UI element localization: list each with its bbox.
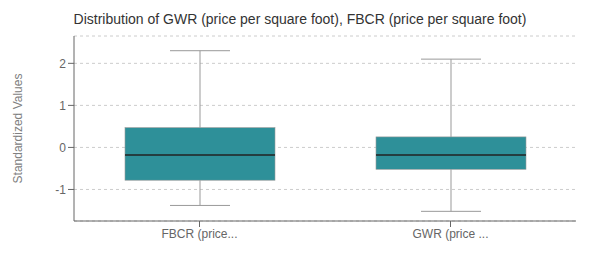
svg-text:2: 2 [59, 57, 66, 71]
svg-text:0: 0 [59, 141, 66, 155]
svg-text:FBCR (price...: FBCR (price... [161, 227, 237, 241]
svg-text:Standardized Values: Standardized Values [11, 74, 25, 184]
svg-text:1: 1 [59, 99, 66, 113]
svg-text:GWR (price ...: GWR (price ... [412, 227, 488, 241]
svg-text:-1: -1 [55, 183, 66, 197]
html-text:Distribution of GWR (price per: Distribution of GWR (price per square fo… [73, 11, 527, 27]
